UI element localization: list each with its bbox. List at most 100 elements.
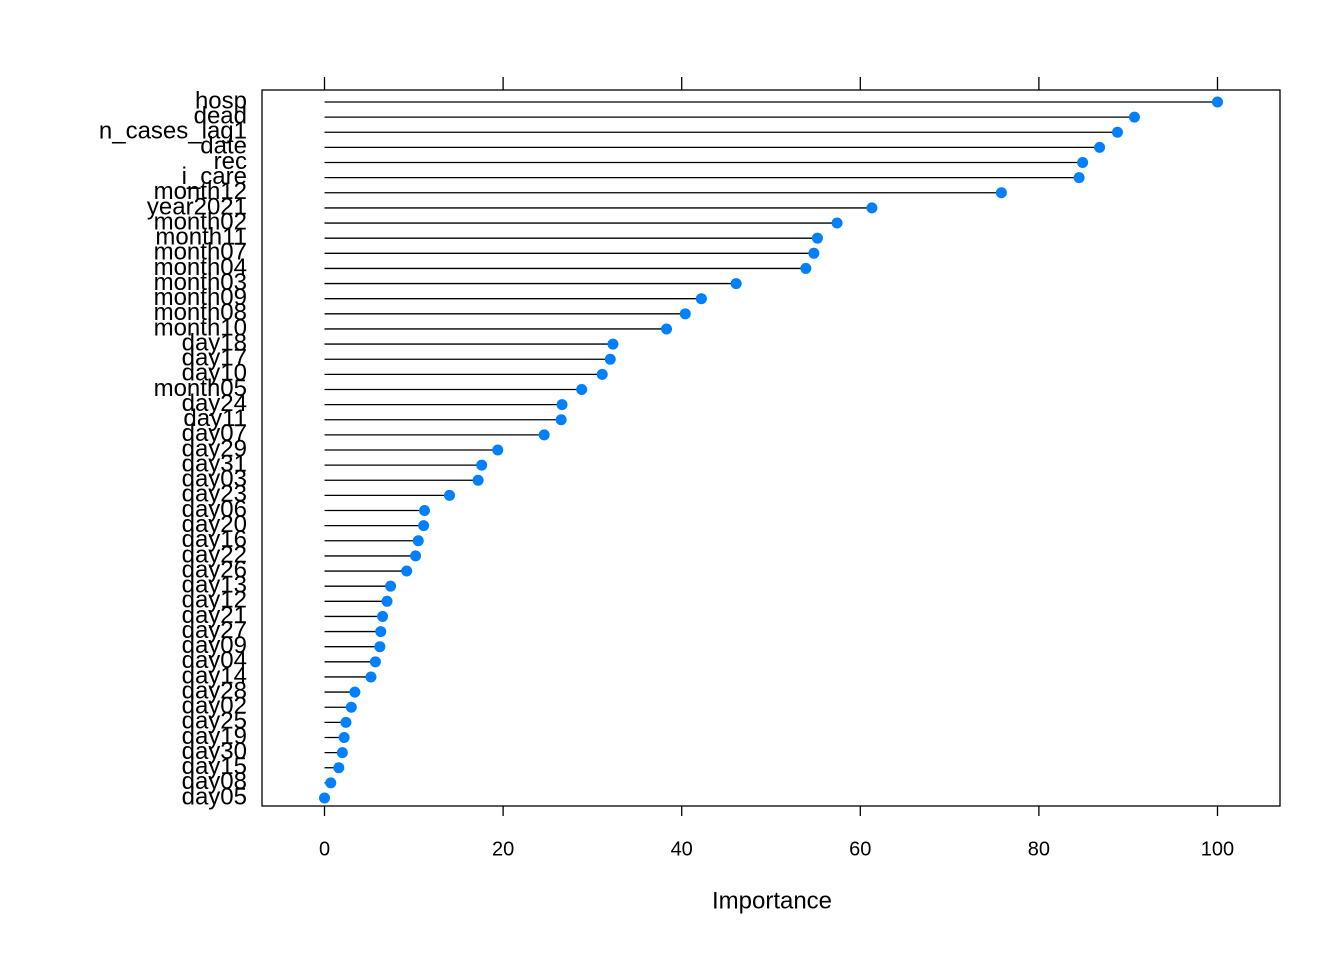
y-tick-label: day17	[182, 345, 247, 372]
dot	[1073, 172, 1085, 184]
dot	[418, 520, 430, 532]
dot	[1111, 126, 1123, 138]
y-tick-label: year2021	[147, 193, 247, 220]
y-tick-label: month10	[154, 314, 247, 341]
dot	[419, 505, 431, 517]
dot	[476, 459, 488, 471]
y-tick-label: day26	[182, 556, 247, 583]
y-tick-label: day24	[182, 390, 247, 417]
y-tick-label: day08	[182, 768, 247, 795]
y-tick-label: day05	[182, 783, 247, 810]
dot	[538, 429, 550, 441]
dot	[604, 353, 616, 365]
y-tick-label: day14	[182, 662, 247, 689]
x-tick-label: 100	[1201, 838, 1234, 860]
y-tick-label: day02	[182, 693, 247, 720]
x-tick-label: 80	[1028, 838, 1050, 860]
dot	[338, 731, 350, 743]
dot	[349, 686, 361, 698]
plot-frame	[261, 89, 1281, 807]
y-tick-label: day18	[182, 329, 247, 356]
y-tick-label: month08	[154, 299, 247, 326]
y-tick-label: month04	[154, 254, 247, 281]
dot	[679, 308, 691, 320]
dot	[325, 777, 337, 789]
dot	[1094, 141, 1106, 153]
dot	[369, 656, 381, 668]
dot	[374, 641, 386, 653]
x-tick-label: 0	[319, 838, 330, 860]
y-tick-label: day28	[182, 677, 247, 704]
y-tick-label: day21	[182, 602, 247, 629]
y-tick-label: rec	[214, 148, 247, 175]
dot	[375, 626, 387, 638]
dot	[607, 338, 619, 350]
dot	[377, 610, 389, 622]
dot	[444, 489, 456, 501]
y-tick-label: hosp	[195, 87, 247, 114]
dot	[365, 671, 377, 683]
dot	[1077, 157, 1089, 169]
y-tick-label: i_care	[182, 163, 247, 190]
dot	[1128, 111, 1140, 123]
y-tick-label: day23	[182, 481, 247, 508]
dot	[345, 701, 357, 713]
dot	[811, 232, 823, 244]
dot	[995, 187, 1007, 199]
y-tick-label: day12	[182, 587, 247, 614]
y-tick-label: day10	[182, 360, 247, 387]
dot	[412, 535, 424, 547]
x-tick-label: 60	[849, 838, 871, 860]
dot	[381, 595, 393, 607]
dot	[596, 368, 608, 380]
y-tick-label: month12	[154, 178, 247, 205]
dot	[472, 474, 484, 486]
y-tick-label: month02	[154, 208, 247, 235]
y-tick-label: day30	[182, 738, 247, 765]
dot	[410, 550, 422, 562]
dot	[1211, 96, 1223, 108]
y-tick-label: day29	[182, 435, 247, 462]
dot	[808, 247, 820, 259]
y-tick-label: day20	[182, 511, 247, 538]
x-tick-label: 40	[671, 838, 693, 860]
y-tick-label: month09	[154, 284, 247, 311]
dot	[333, 762, 345, 774]
y-tick-label: day03	[182, 466, 247, 493]
y-tick-label: day07	[182, 420, 247, 447]
y-tick-label: month03	[154, 269, 247, 296]
dot	[401, 565, 413, 577]
dot	[800, 262, 812, 274]
dot	[556, 399, 568, 411]
dot	[336, 747, 348, 759]
dot	[385, 580, 397, 592]
dot	[730, 278, 742, 290]
dot	[555, 414, 567, 426]
y-tick-label: day31	[182, 450, 247, 477]
x-tick-label: 20	[492, 838, 514, 860]
dot	[695, 293, 707, 305]
y-tick-label: month05	[154, 375, 247, 402]
y-tick-label: day16	[182, 526, 247, 553]
y-tick-label: day06	[182, 496, 247, 523]
y-tick-label: month11	[155, 224, 247, 251]
dot	[866, 202, 878, 214]
y-tick-label: n_cases_lag1	[99, 118, 247, 145]
y-tick-label: day27	[182, 617, 247, 644]
y-tick-label: dead	[194, 102, 247, 129]
y-tick-label: month07	[154, 239, 247, 266]
dot	[492, 444, 504, 456]
dot	[576, 383, 588, 395]
y-tick-label: day25	[182, 708, 247, 735]
dot	[340, 716, 352, 728]
y-tick-label: day15	[182, 753, 247, 780]
dot	[319, 792, 331, 804]
y-tick-label: day04	[182, 647, 247, 674]
y-tick-label: day19	[182, 723, 247, 750]
y-tick-label: day22	[182, 541, 247, 568]
y-tick-label: day09	[182, 632, 247, 659]
y-tick-label: day13	[182, 572, 247, 599]
y-tick-label: date	[200, 133, 247, 160]
x-axis-label: Importance	[712, 887, 832, 914]
dot	[661, 323, 673, 335]
